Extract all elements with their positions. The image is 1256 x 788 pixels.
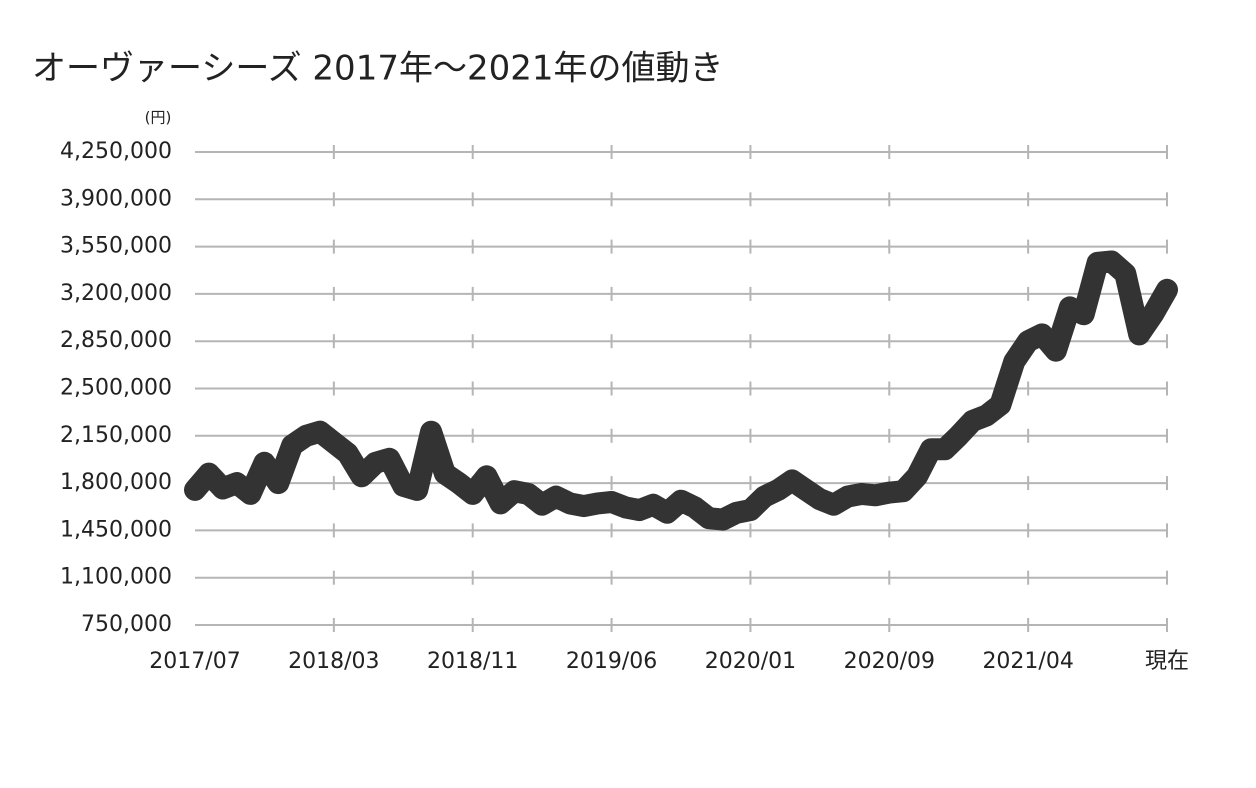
y-tick-label: 1,100,000	[60, 565, 172, 590]
y-tick-label: 3,550,000	[60, 234, 172, 259]
y-unit: (円)	[145, 109, 172, 127]
y-tick-label: 3,200,000	[60, 281, 172, 306]
x-tick-label: 2020/01	[705, 649, 796, 674]
x-tick-label: 2020/09	[844, 649, 935, 674]
x-tick-label: 2017/07	[149, 649, 240, 674]
x-tick-label: 現在	[1145, 649, 1189, 674]
y-tick-label: 2,850,000	[60, 328, 172, 353]
price-line	[184, 250, 1178, 531]
chart-title: オーヴァーシーズ 2017年〜2021年の値動き	[32, 49, 723, 89]
y-tick-label: 3,900,000	[60, 186, 172, 211]
x-tick-label: 2018/11	[427, 649, 518, 674]
y-tick-label: 2,500,000	[60, 376, 172, 401]
x-tick-label: 2021/04	[982, 649, 1073, 674]
y-tick-label: 750,000	[81, 612, 172, 637]
y-tick-label: 2,150,000	[60, 423, 172, 448]
x-tick-label: 2019/06	[566, 649, 657, 674]
y-tick-label: 1,450,000	[60, 517, 172, 542]
x-tick-label: 2018/03	[288, 649, 379, 674]
y-tick-label: 4,250,000	[60, 139, 172, 164]
y-tick-label: 1,800,000	[60, 470, 172, 495]
